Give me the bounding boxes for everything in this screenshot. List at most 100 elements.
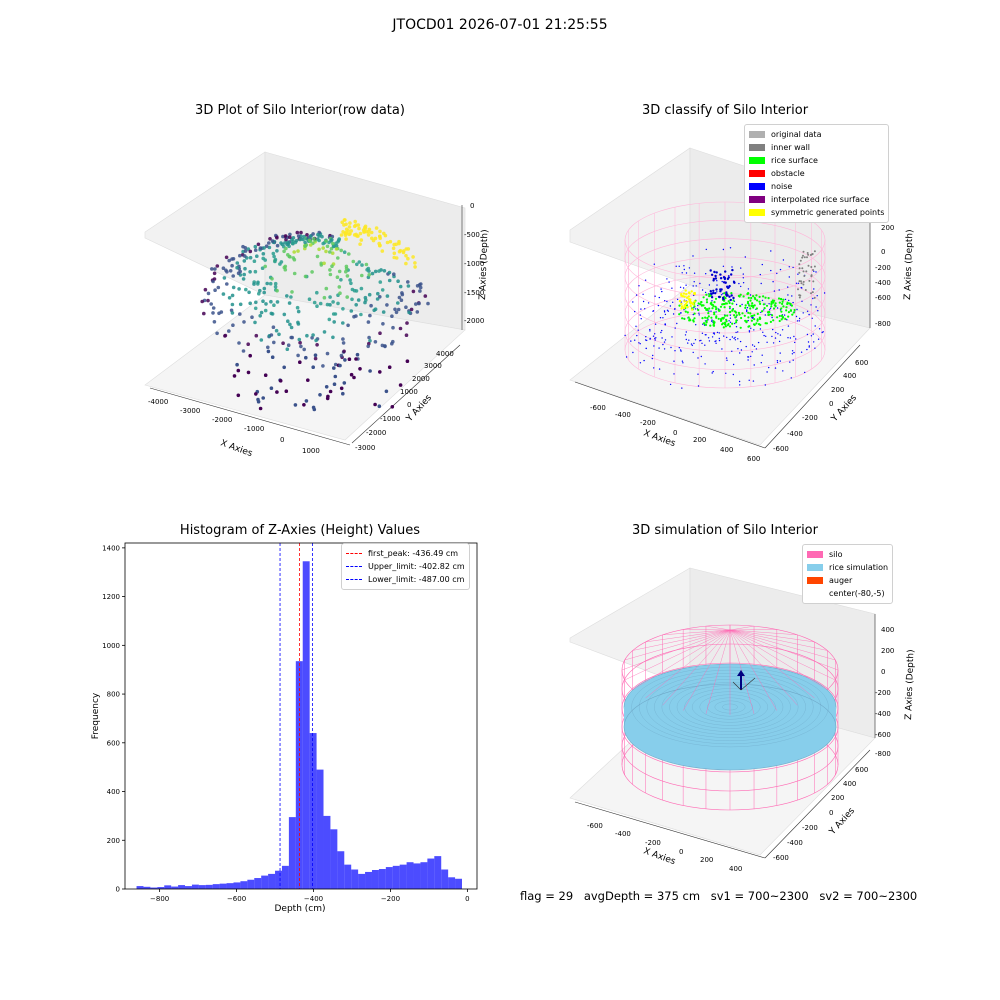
inner-wall-point — [798, 294, 801, 297]
noise-point — [733, 337, 735, 340]
y-tick-label: 0 — [116, 886, 120, 894]
histogram-bar — [288, 817, 296, 889]
raw-x-tick: -1000 — [244, 425, 264, 433]
noise-point — [653, 263, 655, 265]
y-tick-label: 1400 — [102, 544, 120, 552]
noise-point — [757, 341, 760, 344]
rice-surface-point — [693, 305, 696, 308]
noise-point — [725, 357, 728, 359]
raw-z-tick: -500 — [464, 231, 480, 239]
rice-surface-point — [750, 296, 753, 300]
scatter-point — [260, 266, 265, 270]
sv2-text: sv2 = 700~2300 — [819, 889, 918, 903]
noise-point — [669, 383, 672, 386]
scatter-point — [368, 369, 372, 373]
scatter-point — [215, 264, 220, 268]
noise-point — [667, 310, 669, 312]
scatter-point — [269, 311, 274, 316]
classify-z-ticks: 200 0 -200 -400 -600 -800 — [875, 224, 894, 328]
sim-z-tick: 400 — [881, 626, 894, 634]
raw-z-tick: -1000 — [464, 260, 484, 268]
histogram-bar — [254, 878, 262, 889]
sim-y-tick: 0 — [829, 809, 833, 817]
noise-point — [632, 301, 634, 303]
rice-surface-point — [712, 305, 715, 308]
raw-x-tick: 0 — [280, 436, 284, 444]
noise-point — [701, 342, 703, 344]
rice-surface-point — [759, 323, 762, 326]
inner-wall-point — [810, 253, 813, 256]
rice-surface-point — [767, 297, 770, 300]
scatter-point — [277, 332, 281, 337]
noise-point — [798, 317, 801, 320]
noise-point — [764, 314, 766, 316]
noise-point — [738, 380, 741, 383]
scatter-point — [306, 378, 310, 382]
noise-point — [734, 339, 737, 341]
scatter-point — [282, 265, 287, 270]
scatter-point — [236, 393, 241, 398]
rice-surface-point — [754, 297, 757, 301]
scatter-point — [358, 367, 362, 371]
simulation-3d-plot: -600 -400 -200 0 200 400 -600 -400 -200 … — [569, 567, 916, 873]
noise-point — [634, 310, 636, 313]
noise-point — [810, 335, 813, 337]
noise-point — [699, 282, 701, 285]
scatter-point — [213, 288, 217, 292]
rice-surface-point — [773, 304, 776, 307]
noise-point — [792, 359, 794, 361]
noise-point — [639, 314, 641, 316]
noise-point — [749, 294, 752, 296]
scatter-point — [230, 311, 235, 315]
scatter-point — [377, 404, 382, 409]
scatter-point — [373, 307, 378, 311]
scatter-point — [227, 296, 232, 300]
histogram-bar — [406, 862, 414, 889]
noise-point — [715, 271, 718, 274]
scatter-point — [318, 393, 322, 397]
scatter-point — [262, 286, 267, 291]
rice-surface-point — [727, 300, 730, 303]
legend-item-noise: noise — [749, 180, 884, 193]
symmetric-point — [684, 289, 687, 292]
scatter-point — [295, 305, 300, 310]
noise-point — [776, 360, 779, 362]
roof-strut — [729, 629, 828, 690]
rice-surface-point — [683, 317, 686, 320]
histogram-bar — [226, 883, 234, 889]
scatter-point — [322, 261, 326, 266]
scatter-point — [352, 224, 357, 229]
rice-surface-point — [731, 309, 734, 312]
rice-surface-point — [750, 319, 753, 322]
noise-point — [638, 342, 640, 344]
rice-surface-point — [728, 301, 731, 305]
scatter-point — [370, 236, 374, 241]
rice-surface-point — [703, 322, 706, 325]
roof-strut — [729, 629, 836, 661]
scatter-point — [405, 359, 410, 363]
noise-point — [716, 291, 718, 293]
scatter-point — [383, 233, 388, 238]
rice-surface-point — [678, 313, 681, 316]
rice-surface-point — [709, 294, 712, 297]
rice-surface-point — [706, 317, 709, 320]
scatter-point — [283, 241, 287, 245]
scatter-point — [290, 335, 294, 340]
scatter-point — [352, 233, 357, 237]
noise-point — [691, 344, 693, 347]
sim-x-tick: -600 — [587, 822, 603, 830]
roof-strut — [729, 629, 839, 671]
raw-x-ticks: -4000 -3000 -2000 -1000 0 1000 — [148, 398, 320, 455]
classify-x-tick: 0 — [673, 429, 677, 437]
scatter-point — [284, 246, 288, 251]
scatter-point — [358, 242, 362, 246]
noise-point — [649, 330, 651, 332]
scatter-point — [315, 290, 319, 295]
noise-point — [723, 335, 725, 337]
scatter-point — [303, 240, 307, 245]
rice-surface-point — [722, 303, 725, 306]
noise-point — [723, 277, 727, 281]
noise-point — [699, 340, 701, 342]
scatter-point — [391, 325, 395, 330]
noise-point — [730, 273, 733, 276]
